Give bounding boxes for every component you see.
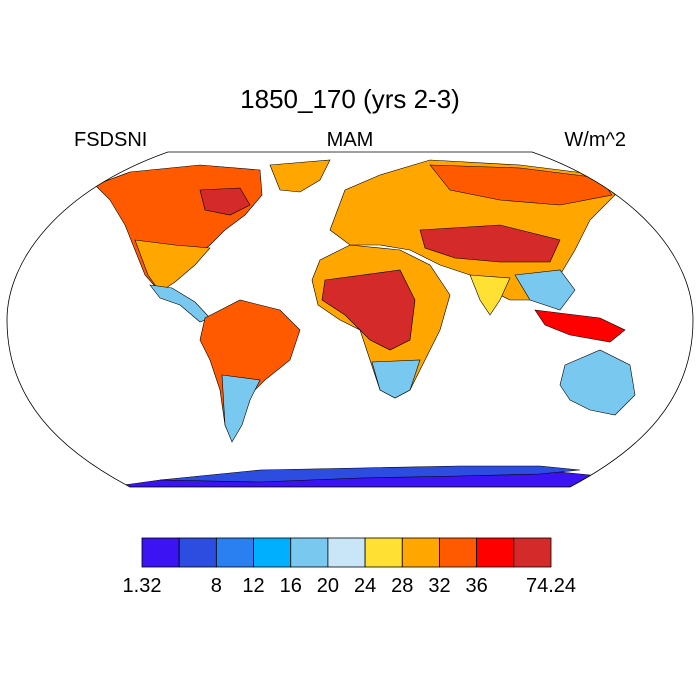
colorbar-label: 12 xyxy=(242,575,264,597)
colorbar: 1.32 8 12 16 20 24 28 32 36 74.24 xyxy=(123,537,576,597)
colorbar-box xyxy=(290,537,329,568)
title: 1850_170 (yrs 2-3) xyxy=(240,84,460,114)
hudson-region xyxy=(199,187,251,216)
map xyxy=(6,151,694,488)
india xyxy=(469,274,511,316)
colorbar-box xyxy=(327,537,366,568)
colorbar-box xyxy=(364,537,403,568)
colorbar-box xyxy=(215,537,254,568)
colorbar-box xyxy=(401,537,440,568)
south-america xyxy=(199,299,301,441)
colorbar-label: 1.32 xyxy=(123,575,162,597)
colorbar-label: 8 xyxy=(211,575,222,597)
colorbar-box xyxy=(476,537,515,568)
colorbar-label: 20 xyxy=(317,575,339,597)
colorbar-label: 36 xyxy=(466,575,488,597)
africa-center xyxy=(321,269,416,351)
australia xyxy=(559,349,636,416)
central-america xyxy=(149,284,211,323)
colorbar-label: 28 xyxy=(391,575,413,597)
colorbar-label: 24 xyxy=(354,575,376,597)
north-america-south xyxy=(134,239,211,293)
antarctica-edge xyxy=(159,465,581,483)
colorbar-box xyxy=(141,537,180,568)
center-label: MAM xyxy=(327,129,374,151)
colorbar-box xyxy=(439,537,478,568)
colorbar-box xyxy=(253,537,292,568)
southeast-asia xyxy=(514,269,576,311)
indonesia xyxy=(534,309,626,343)
left-label: FSDSNI xyxy=(74,129,147,151)
map-outline xyxy=(6,151,694,488)
south-america-south xyxy=(221,374,261,443)
colorbar-label: 16 xyxy=(280,575,302,597)
siberia xyxy=(429,164,613,206)
central-asia xyxy=(419,224,561,263)
colorbar-label: 32 xyxy=(428,575,450,597)
greenland xyxy=(269,159,331,193)
colorbar-box xyxy=(178,537,217,568)
colorbar-box xyxy=(513,537,552,568)
right-label: W/m^2 xyxy=(564,129,626,151)
africa-south xyxy=(371,359,421,399)
colorbar-label: 74.24 xyxy=(526,575,576,597)
